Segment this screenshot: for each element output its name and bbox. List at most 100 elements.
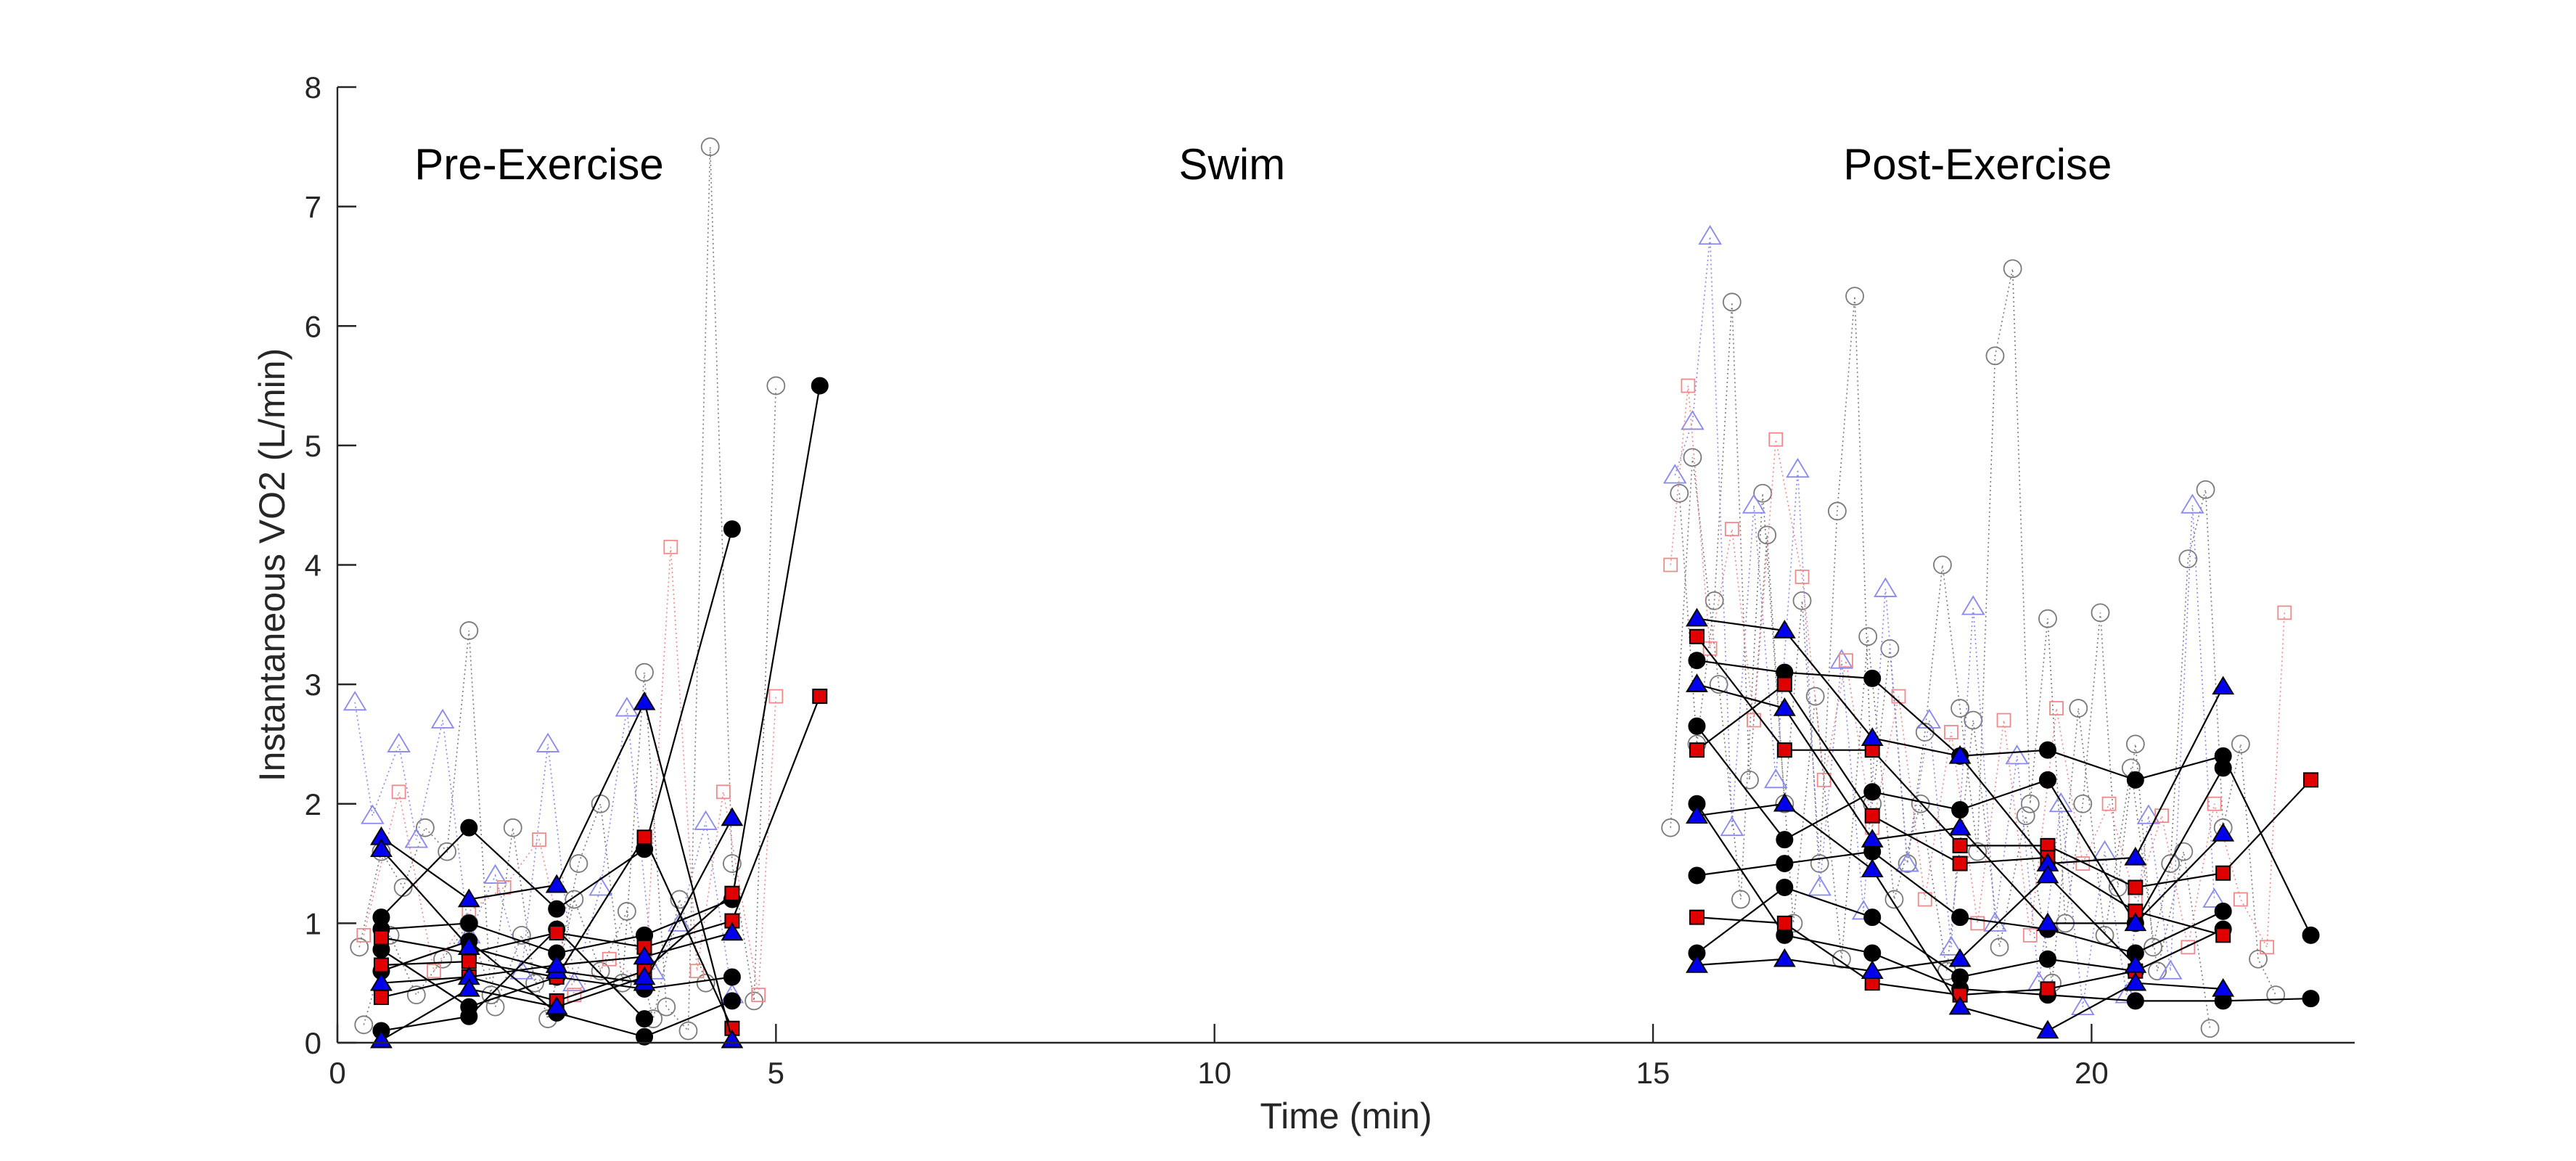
square-point [636, 829, 652, 845]
square-point [1702, 641, 1718, 656]
square-point [1952, 856, 1968, 871]
circle-point [2038, 609, 2057, 628]
circle-point [2200, 1019, 2220, 1038]
square-point [2049, 701, 2064, 715]
circle-point [2302, 926, 2320, 944]
circle-point [723, 968, 741, 986]
square-point [812, 689, 828, 705]
square-point [1794, 570, 1810, 584]
circle-point [1776, 855, 1794, 873]
axes [336, 87, 2355, 1044]
dotted-circle-series [1670, 259, 2286, 1005]
triangle-point [1681, 410, 1705, 430]
triangle-point [2212, 977, 2235, 997]
triangle-point [387, 732, 411, 752]
circle-point [460, 819, 478, 837]
square-point [1747, 713, 1761, 728]
circle-point [617, 902, 636, 921]
circle-point [2038, 771, 2056, 789]
solid-circle-series [372, 520, 741, 927]
square-point [1952, 837, 1968, 853]
solid-circle-series [1688, 652, 2320, 944]
circle-point [2126, 992, 2144, 1010]
square-point [2215, 865, 2231, 881]
triangle-point [1686, 673, 1708, 692]
circle-point [591, 794, 610, 813]
square-point [2207, 796, 2222, 811]
triangle-point [404, 828, 429, 848]
triangle-point [370, 838, 393, 858]
square-point [1776, 742, 1792, 758]
solid-triangle-series [1686, 792, 2235, 1039]
circle-point [657, 997, 676, 1017]
circle-point [723, 992, 741, 1010]
triangle-point [1939, 935, 1964, 956]
square-point [1944, 725, 1958, 739]
square-point [373, 989, 389, 1005]
phase-label: Swim [1179, 140, 1286, 189]
triangle-point [2048, 792, 2073, 813]
circle-point [2148, 961, 2167, 981]
triangle-point [1662, 464, 1687, 484]
circle-point [1757, 525, 1777, 545]
circle-point [1688, 652, 1706, 670]
triangle-point [361, 804, 385, 824]
x-tick-label: 5 [768, 1056, 784, 1090]
circle-point [393, 878, 413, 897]
triangle-point [1686, 954, 1708, 973]
triangle-point [2202, 887, 2226, 908]
series-line [380, 528, 733, 918]
triangle-point [633, 691, 656, 710]
triangle-point [2181, 493, 2204, 514]
series-line [380, 700, 733, 1041]
circle-point [1776, 878, 1794, 896]
square-point [549, 925, 565, 941]
circle-point [2231, 734, 2250, 754]
triangle-point [2136, 804, 2161, 824]
circle-point [1705, 591, 1724, 610]
triangle-point [721, 807, 744, 826]
series-line [1674, 236, 2215, 1007]
square-point [356, 927, 372, 943]
circle-point [2038, 950, 2056, 968]
y-axis-label: Instantaneous VO2 (L/min) [252, 348, 292, 782]
square-point [1816, 772, 1831, 787]
triangle-point [1874, 577, 1898, 597]
triangle-point [1829, 649, 1854, 669]
triangle-point [615, 697, 639, 717]
series-line [1697, 874, 2136, 972]
circle-point [1863, 669, 1882, 687]
triangle-point [1808, 876, 1831, 896]
square-point [724, 885, 740, 901]
circle-point [438, 842, 456, 861]
triangle-point [1961, 595, 1985, 615]
y-tick-label: 4 [305, 549, 321, 583]
circle-point [2266, 985, 2286, 1005]
solid-circle-series [1688, 878, 2232, 986]
triangle-point [342, 691, 367, 711]
circle-point [2003, 259, 2022, 279]
circle-point [2302, 990, 2320, 1008]
circle-point [569, 854, 588, 873]
circle-point [1951, 699, 1969, 718]
series-line [381, 385, 821, 954]
solid-triangle-series [1686, 607, 2235, 871]
circle-point [1792, 591, 1812, 610]
triangle-point [2036, 912, 2059, 932]
triangle-point [668, 911, 692, 932]
circle-point [1805, 686, 1825, 706]
circle-point [1776, 831, 1794, 849]
square-point [1689, 909, 1705, 925]
solid-square-series [1689, 628, 2319, 895]
circle-point [1731, 890, 1750, 909]
circle-point [1845, 287, 1864, 305]
circle-point [636, 1027, 654, 1046]
series-line [1697, 916, 2136, 996]
triangle-point [1773, 620, 1796, 639]
triangle-point [545, 954, 568, 973]
triangle-point [1763, 768, 1788, 789]
circle-point [2196, 480, 2215, 499]
circle-point [2174, 842, 2194, 861]
triangle-point [2124, 912, 2147, 932]
triangle-point [562, 971, 586, 992]
